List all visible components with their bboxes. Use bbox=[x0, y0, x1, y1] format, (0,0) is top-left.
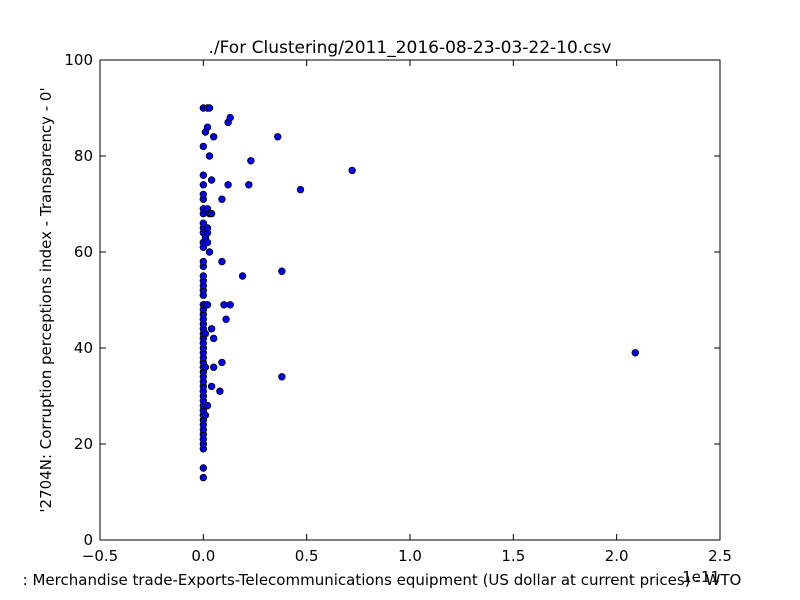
y-axis-ticks: 0 20 40 60 80 100 bbox=[64, 51, 720, 549]
scatter-point bbox=[209, 334, 218, 343]
x-axis-offset-label: 1e11 bbox=[682, 568, 720, 586]
scatter-point bbox=[201, 329, 210, 338]
axes-frame bbox=[99, 59, 721, 541]
scatter-point bbox=[199, 257, 208, 266]
scatter-point bbox=[278, 373, 286, 381]
y-tick-label: 0 bbox=[83, 531, 93, 549]
x-tick-label: −0.5 bbox=[82, 547, 118, 565]
scatter-point bbox=[203, 238, 212, 247]
scatter-point bbox=[218, 257, 226, 266]
scatter-point bbox=[207, 176, 216, 184]
scatter-point bbox=[226, 113, 234, 122]
scatter-point bbox=[222, 315, 230, 323]
scatter-point bbox=[207, 325, 216, 333]
scatter-point bbox=[201, 363, 210, 371]
x-tick-label: 1.5 bbox=[501, 547, 525, 565]
scatter-point bbox=[238, 272, 247, 280]
scatter-point bbox=[199, 142, 208, 151]
scatter-point bbox=[209, 133, 218, 141]
scatter-point bbox=[205, 152, 214, 160]
plot-area bbox=[100, 60, 720, 540]
scatter-point bbox=[220, 301, 228, 309]
y-tick-label: 80 bbox=[74, 147, 93, 165]
x-tick-label: 1.0 bbox=[398, 547, 422, 565]
scatter-points bbox=[199, 104, 639, 482]
scatter-point bbox=[199, 473, 208, 482]
y-tick-label: 40 bbox=[74, 339, 93, 357]
scatter-point bbox=[205, 104, 214, 112]
scatter-point bbox=[199, 219, 208, 227]
scatter-point bbox=[218, 358, 226, 367]
scatter-point bbox=[207, 209, 216, 218]
scatter-point bbox=[278, 267, 286, 275]
scatter-point bbox=[203, 224, 212, 232]
scatter-point bbox=[209, 363, 218, 371]
scatter-point bbox=[199, 272, 208, 280]
scatter-point bbox=[203, 301, 212, 309]
scatter-point bbox=[199, 171, 208, 179]
y-tick-label: 20 bbox=[74, 435, 93, 453]
scatter-point bbox=[631, 349, 639, 357]
scatter-point bbox=[218, 195, 226, 203]
x-axis-ticks: −0.5 0.0 0.5 1.0 1.5 2.0 2.5 bbox=[82, 60, 732, 565]
scatter-point bbox=[216, 387, 224, 395]
scatter-point bbox=[205, 248, 214, 256]
scatter-point bbox=[296, 185, 305, 194]
x-tick-label: 2.0 bbox=[605, 547, 629, 565]
y-axis-label: '2704N: Corruption perceptions index - T… bbox=[37, 87, 55, 512]
x-tick-label: 2.5 bbox=[708, 547, 732, 565]
chart-title: ./For Clustering/2011_2016-08-23-03-22-1… bbox=[209, 38, 612, 58]
scatter-point bbox=[199, 464, 208, 472]
scatter-point bbox=[203, 401, 212, 410]
scatter-point bbox=[247, 157, 255, 165]
scatter-point bbox=[199, 181, 208, 189]
scatter-point bbox=[199, 190, 208, 199]
scatter-point bbox=[201, 411, 210, 419]
x-axis-label: : Merchandise trade-Exports-Telecommunic… bbox=[23, 571, 742, 589]
x-tick-label: 0.5 bbox=[295, 547, 319, 565]
scatter-point bbox=[226, 301, 234, 309]
x-tick-label: 0.0 bbox=[191, 547, 215, 565]
scatter-point bbox=[203, 123, 212, 131]
scatter-point bbox=[274, 133, 282, 141]
y-tick-label: 60 bbox=[74, 243, 93, 261]
scatter-point bbox=[245, 181, 253, 189]
scatter-point bbox=[224, 181, 232, 189]
scatter-point bbox=[207, 382, 216, 391]
y-tick-label: 100 bbox=[64, 51, 93, 69]
scatter-point bbox=[348, 166, 356, 175]
